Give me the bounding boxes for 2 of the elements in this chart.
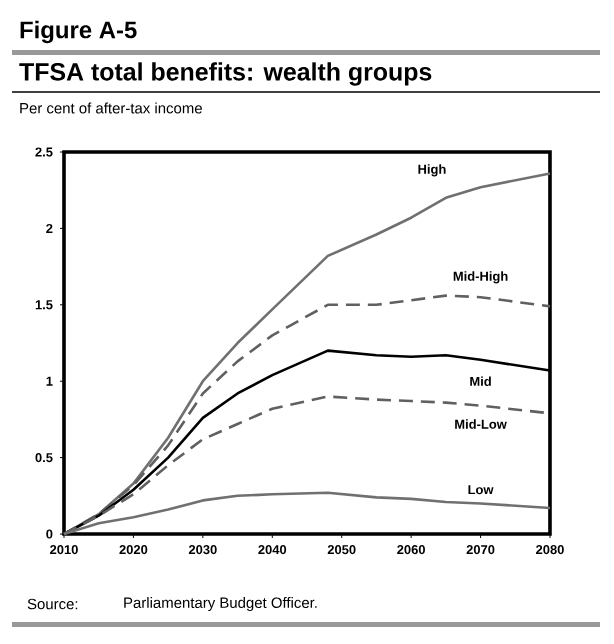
chart-title: TFSA total benefits: wealth groups <box>19 62 432 86</box>
text: Figure A-5 <box>20 20 137 44</box>
